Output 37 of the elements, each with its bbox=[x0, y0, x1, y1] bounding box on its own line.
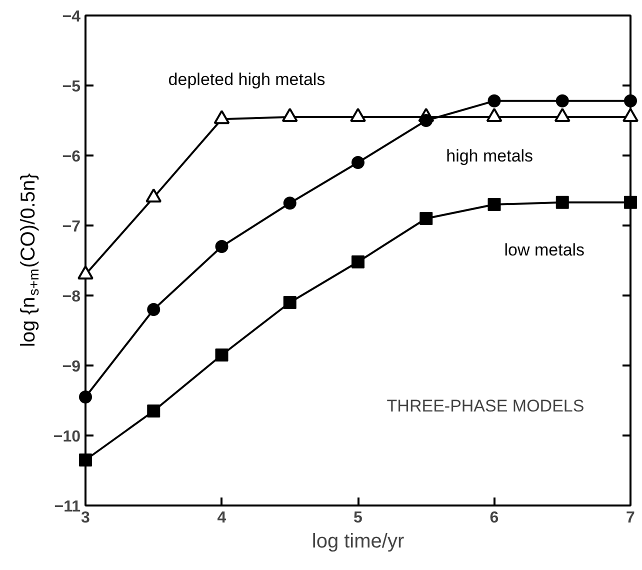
x-axis-title: log time/yr bbox=[312, 530, 404, 552]
point bbox=[420, 212, 433, 225]
x-tick-label: 3 bbox=[81, 510, 90, 526]
series-label: high metals bbox=[446, 146, 534, 166]
y-tick-label: −9 bbox=[62, 358, 81, 376]
point bbox=[147, 303, 160, 316]
point bbox=[147, 404, 160, 418]
point bbox=[488, 94, 501, 108]
point bbox=[215, 240, 228, 253]
point bbox=[624, 196, 637, 209]
point bbox=[420, 114, 433, 127]
x-tick-label: 7 bbox=[626, 510, 636, 526]
y-tick-label: −4 bbox=[62, 8, 81, 26]
series-label: low metals bbox=[504, 240, 585, 260]
x-tick-label: 4 bbox=[217, 510, 226, 526]
x-tick-label: 6 bbox=[490, 510, 499, 526]
point bbox=[283, 196, 296, 210]
y-tick-label: −6 bbox=[62, 148, 81, 166]
x-tick-label: 5 bbox=[354, 510, 363, 526]
y-tick-label: −5 bbox=[62, 78, 81, 96]
y-tick-label: −11 bbox=[54, 498, 81, 516]
y-tick-label: −7 bbox=[62, 218, 81, 236]
y-tick-label: −10 bbox=[53, 428, 81, 446]
point bbox=[556, 196, 569, 209]
point bbox=[556, 94, 569, 108]
point bbox=[352, 156, 364, 169]
point bbox=[215, 348, 228, 362]
point bbox=[352, 255, 364, 268]
series-label: depleted high metals bbox=[168, 70, 326, 90]
annotation: THREE-PHASE MODELS bbox=[386, 396, 584, 416]
point bbox=[79, 454, 92, 466]
y-axis-title: log {ns+m(CO)/0.5n} bbox=[18, 172, 42, 347]
point bbox=[283, 296, 296, 309]
point bbox=[79, 390, 92, 404]
y-tick-label: −8 bbox=[62, 288, 81, 306]
point bbox=[488, 198, 501, 211]
point bbox=[624, 94, 637, 108]
